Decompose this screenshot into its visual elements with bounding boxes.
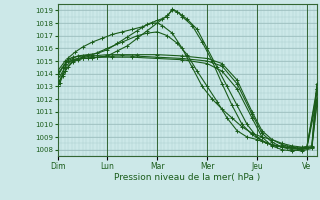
X-axis label: Pression niveau de la mer( hPa ): Pression niveau de la mer( hPa ) — [114, 173, 260, 182]
